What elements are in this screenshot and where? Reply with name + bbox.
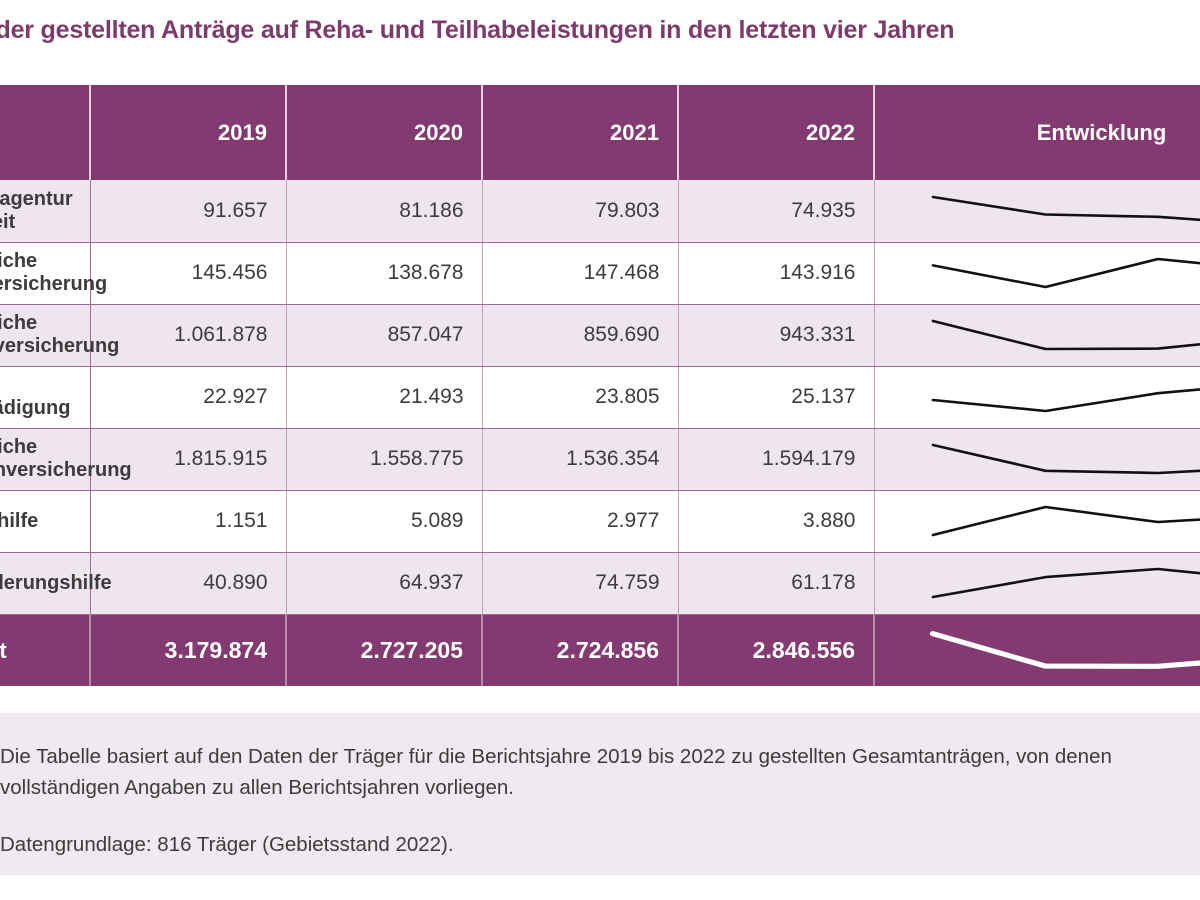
cell-y2021: 23.805	[482, 366, 679, 429]
cell-y2020: 1.558.775	[286, 428, 483, 491]
table-row: Gesetzliche Krankenversicherung1.815.915…	[0, 428, 1200, 491]
table-row: Soziale Entschädigung22.92721.49323.8052…	[0, 366, 1200, 429]
cell-y2019: 1.061.878	[90, 304, 287, 367]
table-container: Träger- bereich 2019 2020 2021 2022 Entw…	[0, 85, 1200, 686]
cell-y2021: 147.468	[482, 242, 679, 305]
footnote-line-1: Die Tabelle basiert auf den Daten der Tr…	[0, 745, 1112, 768]
total-cell-y2019: 3.179.874	[90, 614, 287, 686]
table-row: Gesetzliche Rentenversicherung1.061.8788…	[0, 304, 1200, 367]
column-header-2019: 2019	[90, 85, 287, 180]
cell-y2020: 21.493	[286, 366, 483, 429]
total-cell-y2020: 2.727.205	[286, 614, 483, 686]
trend-sparkline	[874, 242, 1200, 305]
cell-y2022: 61.178	[678, 552, 875, 615]
trend-sparkline	[874, 490, 1200, 553]
table-header: Träger- bereich 2019 2020 2021 2022 Entw…	[0, 85, 1200, 180]
trend-sparkline	[874, 552, 1200, 615]
trend-sparkline	[874, 304, 1200, 367]
trend-sparkline	[874, 428, 1200, 491]
cell-y2021: 2.977	[482, 490, 679, 553]
cell-y2019: 1.815.915	[90, 428, 287, 491]
cell-y2019: 22.927	[90, 366, 287, 429]
footnote-block: Die Tabelle basiert auf den Daten der Tr…	[0, 713, 1200, 875]
footnote-line-3: Datengrundlage: 816 Träger (Gebietsstand…	[0, 833, 454, 857]
table-body: Bundesagentur für Arbeit91.65781.18679.8…	[0, 180, 1200, 686]
row-label: Gesetzliche Unfallversicherung	[0, 242, 107, 305]
cell-y2021: 1.536.354	[482, 428, 679, 491]
cell-y2019: 91.657	[90, 180, 287, 243]
column-header-2021: 2021	[482, 85, 679, 180]
row-label: Eingliederungshilfe	[0, 552, 112, 615]
column-header-2020: 2020	[286, 85, 483, 180]
row-label: Gesetzliche Rentenversicherung	[0, 304, 119, 367]
header-label-line2: bereich	[0, 133, 1, 156]
cell-y2021: 79.803	[482, 180, 679, 243]
row-label: Gesetzliche Krankenversicherung	[0, 428, 132, 491]
cell-y2022: 25.137	[678, 366, 875, 429]
cell-y2020: 138.678	[286, 242, 483, 305]
trend-sparkline	[874, 366, 1200, 429]
row-label: Jugendhilfe	[0, 490, 91, 553]
total-trend-sparkline	[874, 614, 1200, 686]
total-cell-y2022: 2.846.556	[678, 614, 875, 686]
cell-y2022: 143.916	[678, 242, 875, 305]
column-header-2022: 2022	[678, 85, 875, 180]
page-title: Anzahl der gestellten Anträge auf Reha- …	[0, 16, 955, 44]
cell-y2020: 857.047	[286, 304, 483, 367]
total-row: Gesamt3.179.8742.727.2052.724.8562.846.5…	[0, 614, 1200, 686]
cell-y2022: 943.331	[678, 304, 875, 367]
cell-y2022: 74.935	[678, 180, 875, 243]
cell-y2021: 859.690	[482, 304, 679, 367]
reha-applications-table: Träger- bereich 2019 2020 2021 2022 Entw…	[0, 85, 1200, 686]
trend-sparkline	[874, 180, 1200, 243]
total-label: Gesamt	[0, 614, 91, 686]
column-header-traegerbereich: Träger- bereich	[0, 85, 91, 180]
cell-y2021: 74.759	[482, 552, 679, 615]
cell-y2019: 1.151	[90, 490, 287, 553]
cell-y2020: 64.937	[286, 552, 483, 615]
header-row: Träger- bereich 2019 2020 2021 2022 Entw…	[0, 85, 1200, 180]
row-label: Bundesagentur für Arbeit	[0, 180, 91, 243]
cell-y2020: 81.186	[286, 180, 483, 243]
table-row: Eingliederungshilfe40.89064.93774.75961.…	[0, 552, 1200, 615]
cell-y2022: 3.880	[678, 490, 875, 553]
table-row: Gesetzliche Unfallversicherung145.456138…	[0, 242, 1200, 305]
table-row: Bundesagentur für Arbeit91.65781.18679.8…	[0, 180, 1200, 243]
cell-y2019: 145.456	[90, 242, 287, 305]
cell-y2019: 40.890	[90, 552, 287, 615]
cell-y2020: 5.089	[286, 490, 483, 553]
column-header-entwicklung: Entwicklung	[874, 85, 1200, 180]
footnote-line-2: vollständigen Angaben zu allen Berichtsj…	[0, 776, 514, 800]
cell-y2022: 1.594.179	[678, 428, 875, 491]
row-label: Soziale Entschädigung	[0, 366, 91, 429]
total-cell-y2021: 2.724.856	[482, 614, 679, 686]
